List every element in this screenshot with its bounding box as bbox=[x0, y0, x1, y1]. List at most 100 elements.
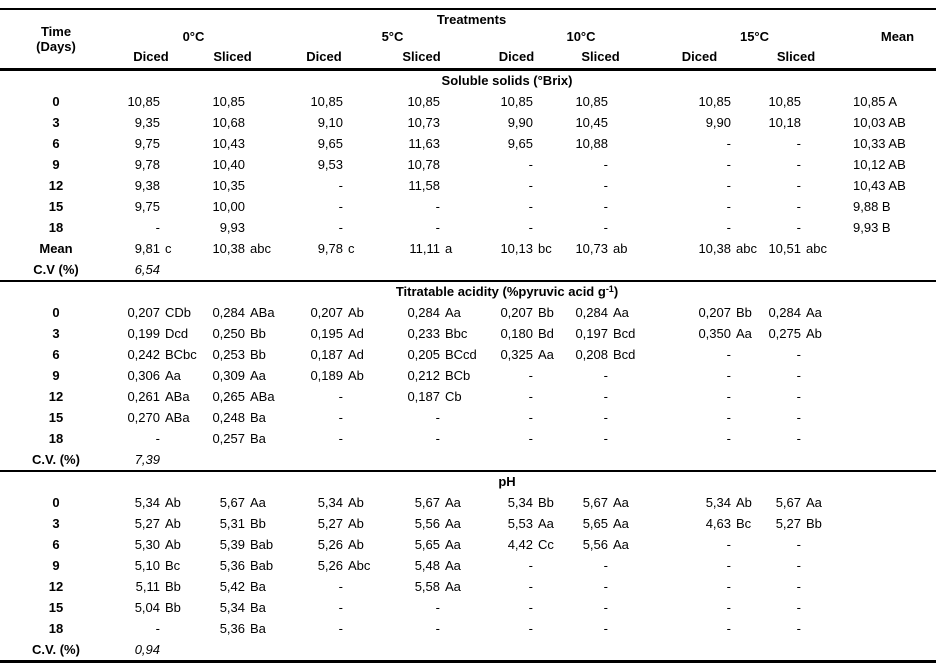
data-cell: - bbox=[338, 220, 343, 235]
data-cell: 5,53 Aa bbox=[507, 516, 554, 531]
cv-label: C.V. (%) bbox=[32, 452, 80, 467]
data-cell: 5,34 Ba bbox=[219, 600, 266, 615]
data-cell: - bbox=[726, 347, 731, 362]
mean-cell: 10,33 AB bbox=[853, 136, 906, 151]
table-body: Soluble solids (°Brix) 0 10,85 10,85 10,85 10… bbox=[0, 71, 936, 663]
time-days-header: Time (Days) bbox=[0, 10, 112, 68]
data-cell: - bbox=[726, 368, 731, 383]
row-label: 18 bbox=[48, 220, 64, 235]
cv-row: C.V (%) 6,54 bbox=[0, 259, 936, 280]
row-label: 12 bbox=[48, 389, 64, 404]
mean-cell bbox=[831, 534, 936, 555]
data-cell: 9,38 bbox=[134, 178, 160, 193]
data-cell bbox=[470, 259, 563, 280]
data-cell: - bbox=[796, 347, 801, 362]
mean-cell bbox=[831, 576, 936, 597]
table-header: Time (Days) Treatments 0°C 5°C 10°C 15°C… bbox=[0, 8, 936, 71]
table-section: Soluble solids (°Brix) 0 10,85 10,85 10,85 10… bbox=[0, 71, 936, 282]
data-cell: 0,325 Aa bbox=[500, 347, 554, 362]
temp-header-15c: 15°C bbox=[739, 29, 770, 44]
data-cell: 5,26 Ab bbox=[317, 537, 364, 552]
table-row: 12 5,11 Bb 5,42 Ba - 5,58 Aa - - - - bbox=[0, 576, 936, 597]
data-cell: 0,94 bbox=[134, 642, 160, 657]
table-row: 18 - 9,93 - - - - - - 9,93 B bbox=[0, 217, 936, 238]
section-title-superscript: -1 bbox=[605, 284, 614, 294]
data-cell: 4,42 Cc bbox=[507, 537, 554, 552]
data-cell: - bbox=[528, 410, 533, 425]
data-cell: - bbox=[796, 368, 801, 383]
cut-header-diced: Diced bbox=[133, 49, 169, 64]
table-row: 6 5,30 Ab 5,39 Bab 5,26 Ab 5,65 Aa 4,42 Cc 5,56 Aa - - bbox=[0, 534, 936, 555]
mean-cell bbox=[831, 555, 936, 576]
data-cell: - bbox=[155, 220, 160, 235]
cut-header-sliced: Sliced bbox=[402, 49, 441, 64]
cv-row: C.V. (%) 0,94 bbox=[0, 639, 936, 660]
table-row: 12 9,38 10,35 - 11,58 - - - - 10,43 AB bbox=[0, 175, 936, 196]
data-cell: 0,207 Bb bbox=[500, 305, 554, 320]
data-cell bbox=[373, 449, 470, 470]
data-cell: 10,18 bbox=[768, 115, 801, 130]
data-cell: - bbox=[726, 220, 731, 235]
data-cell: - bbox=[528, 579, 533, 594]
section-title: Titratable acidity (%pyruvic acid g-1) bbox=[95, 282, 919, 303]
mean-cell bbox=[831, 238, 936, 259]
data-cell bbox=[761, 449, 831, 470]
data-cell bbox=[563, 259, 638, 280]
data-cell: 0,275 Ab bbox=[768, 326, 822, 341]
data-cell: 5,34 Ab bbox=[317, 495, 364, 510]
cut-header-diced: Diced bbox=[681, 49, 718, 64]
data-cell: - bbox=[603, 579, 608, 594]
row-label: Mean bbox=[39, 241, 73, 256]
data-cell: 5,65 Aa bbox=[414, 537, 461, 552]
mean-cell bbox=[831, 259, 936, 280]
data-cell: 9,81 c bbox=[134, 241, 172, 256]
data-cell bbox=[761, 639, 831, 660]
data-cell: 5,56 Aa bbox=[414, 516, 461, 531]
data-cell: 5,34 Ab bbox=[705, 495, 752, 510]
data-cell: 0,195 Ad bbox=[310, 326, 364, 341]
data-cell: - bbox=[338, 410, 343, 425]
data-cell bbox=[275, 449, 373, 470]
data-cell bbox=[470, 449, 563, 470]
data-cell bbox=[190, 639, 275, 660]
data-cell: - bbox=[796, 558, 801, 573]
data-cell: 5,31 Bb bbox=[219, 516, 266, 531]
table-row: 18 - 0,257 Ba - - - - - - bbox=[0, 428, 936, 449]
data-cell: - bbox=[528, 621, 533, 636]
data-cell: - bbox=[528, 368, 533, 383]
cut-header-sliced: Sliced bbox=[776, 49, 816, 64]
data-cell: 5,67 Aa bbox=[219, 495, 266, 510]
data-cell bbox=[638, 449, 761, 470]
section-title-text: ) bbox=[613, 284, 619, 299]
data-cell: - bbox=[796, 579, 801, 594]
data-cell: 0,233 Bbc bbox=[407, 326, 468, 341]
data-cell: 0,207 CDb bbox=[127, 305, 192, 320]
data-cell: - bbox=[338, 600, 343, 615]
data-cell: - bbox=[726, 558, 731, 573]
cut-header-diced: Diced bbox=[498, 49, 535, 64]
data-cell bbox=[275, 259, 373, 280]
table-section: pH 0 5,34 Ab 5,67 Aa 5,34 Ab 5,67 Aa 5,34 Bb 5,67 Aa 5… bbox=[0, 472, 936, 663]
data-cell: 10,43 bbox=[212, 136, 245, 151]
row-label: 0 bbox=[52, 305, 60, 320]
table-row: 18 - 5,36 Ba - - - - - - bbox=[0, 618, 936, 639]
data-cell: 0,205 BCcd bbox=[407, 347, 477, 362]
data-cell: 0,284 Aa bbox=[407, 305, 461, 320]
mean-cell bbox=[831, 639, 936, 660]
data-cell: 11,58 bbox=[408, 178, 440, 193]
time-header-line1: Time bbox=[40, 24, 72, 39]
data-cell: - bbox=[338, 431, 343, 446]
data-cell: - bbox=[435, 199, 440, 214]
cv-row: C.V. (%) 7,39 bbox=[0, 449, 936, 470]
row-label: 15 bbox=[48, 600, 64, 615]
data-cell: 0,207 Bb bbox=[698, 305, 752, 320]
data-cell: - bbox=[726, 410, 731, 425]
data-cell: 5,48 Aa bbox=[414, 558, 461, 573]
data-cell: 9,53 bbox=[317, 157, 343, 172]
data-cell: - bbox=[796, 389, 801, 404]
data-cell: 10,35 bbox=[212, 178, 245, 193]
data-cell: - bbox=[796, 220, 801, 235]
table-row: 12 0,261 ABa 0,265 ABa - 0,187 Cb - - - - bbox=[0, 386, 936, 407]
data-cell: 0,199 Dcd bbox=[127, 326, 189, 341]
